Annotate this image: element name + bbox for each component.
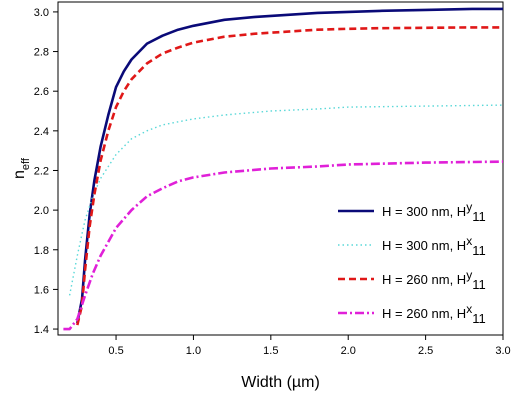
y-tick-label: 2.2 xyxy=(34,165,49,177)
y-tick-label: 1.4 xyxy=(34,324,49,336)
legend-entry-4: H = 260 nm, Hx11 xyxy=(382,302,486,326)
series-line-1 xyxy=(76,7,503,324)
x-axis-label: Width (µm) xyxy=(241,374,320,391)
legend-entry-sub: 11 xyxy=(472,311,486,326)
legend-entry-3: H = 260 nm, Hy11 xyxy=(382,268,486,292)
legend-entry-sup: y xyxy=(466,268,472,282)
x-tick-label: 0.5 xyxy=(108,345,123,357)
y-tick-label: 2.8 xyxy=(34,47,49,59)
y-axis-label: neff xyxy=(11,157,32,179)
series-line-3 xyxy=(76,26,503,326)
y-tick-label: 2.6 xyxy=(34,86,49,98)
legend-entry-main: H = 300 nm, H xyxy=(382,204,466,219)
legend-entry-main: H = 260 nm, H xyxy=(382,306,466,321)
legend-entry-sup: x xyxy=(466,234,472,248)
legend-entry-main: H = 260 nm, H xyxy=(382,272,466,287)
x-tick-label: 1.5 xyxy=(263,345,278,357)
x-tick-label: 3.0 xyxy=(495,345,510,357)
y-tick-label: 3.0 xyxy=(34,7,49,19)
y-axis-label-main: n xyxy=(11,170,28,179)
legend-entry-1: H = 300 nm, Hy11 xyxy=(382,200,486,224)
legend-entry-sup: y xyxy=(466,200,472,214)
y-tick-label: 2.4 xyxy=(34,126,49,138)
legend-entry-main: H = 300 nm, H xyxy=(382,238,466,253)
legend-entry-2: H = 300 nm, Hx11 xyxy=(382,234,486,258)
x-tick-label: 2.5 xyxy=(418,345,433,357)
legend-entry-sub: 11 xyxy=(472,209,486,224)
plot-frame xyxy=(57,1,504,336)
y-tick-label: 2.0 xyxy=(34,205,49,217)
y-tick-label: 1.6 xyxy=(34,284,49,296)
plot-area: 0.5 1.0 1.5 2.0 2.5 3.0 1.4 1.6 1.8 2.0 2.2 2.4 2.6 2… xyxy=(11,1,511,391)
legend-entry-sub: 11 xyxy=(472,277,486,292)
series-line-4 xyxy=(63,160,504,331)
y-tick-label: 1.8 xyxy=(34,245,49,257)
legend-entry-sub: 11 xyxy=(472,243,486,258)
x-tick-label: 2.0 xyxy=(341,345,356,357)
series-line-2 xyxy=(68,104,504,296)
y-axis-label-sub: eff xyxy=(20,157,32,170)
x-tick-label: 1.0 xyxy=(186,345,201,357)
legend-entry-sup: x xyxy=(466,302,472,316)
